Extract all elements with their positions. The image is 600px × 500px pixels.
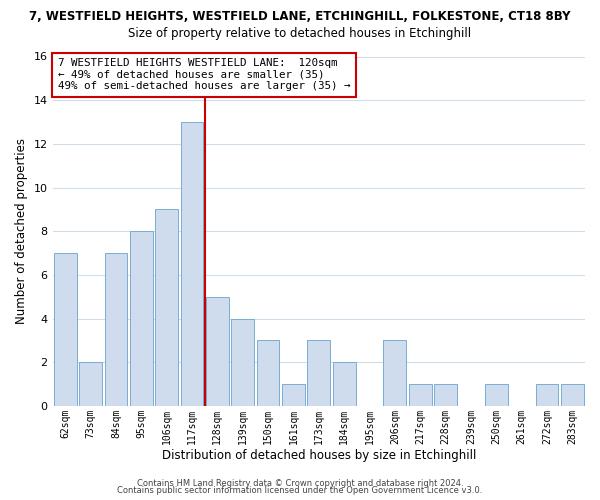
Bar [231,318,254,406]
Bar [155,210,178,406]
Bar [181,122,203,406]
Text: 7 WESTFIELD HEIGHTS WESTFIELD LANE:  120sqm
← 49% of detached houses are smaller: 7 WESTFIELD HEIGHTS WESTFIELD LANE: 120s… [58,58,350,92]
Bar [130,231,152,406]
Text: Contains HM Land Registry data © Crown copyright and database right 2024.: Contains HM Land Registry data © Crown c… [137,478,463,488]
Bar [104,253,127,406]
Bar [54,253,77,406]
Bar [79,362,102,406]
Text: Size of property relative to detached houses in Etchinghill: Size of property relative to detached ho… [128,28,472,40]
Y-axis label: Number of detached properties: Number of detached properties [15,138,28,324]
Bar [307,340,330,406]
Bar [383,340,406,406]
Bar [257,340,280,406]
Bar [485,384,508,406]
Bar [409,384,431,406]
Bar [282,384,305,406]
Bar [536,384,559,406]
X-axis label: Distribution of detached houses by size in Etchinghill: Distribution of detached houses by size … [161,450,476,462]
Bar [206,296,229,406]
Bar [333,362,356,406]
Bar [434,384,457,406]
Text: Contains public sector information licensed under the Open Government Licence v3: Contains public sector information licen… [118,486,482,495]
Text: 7, WESTFIELD HEIGHTS, WESTFIELD LANE, ETCHINGHILL, FOLKESTONE, CT18 8BY: 7, WESTFIELD HEIGHTS, WESTFIELD LANE, ET… [29,10,571,23]
Bar [561,384,584,406]
